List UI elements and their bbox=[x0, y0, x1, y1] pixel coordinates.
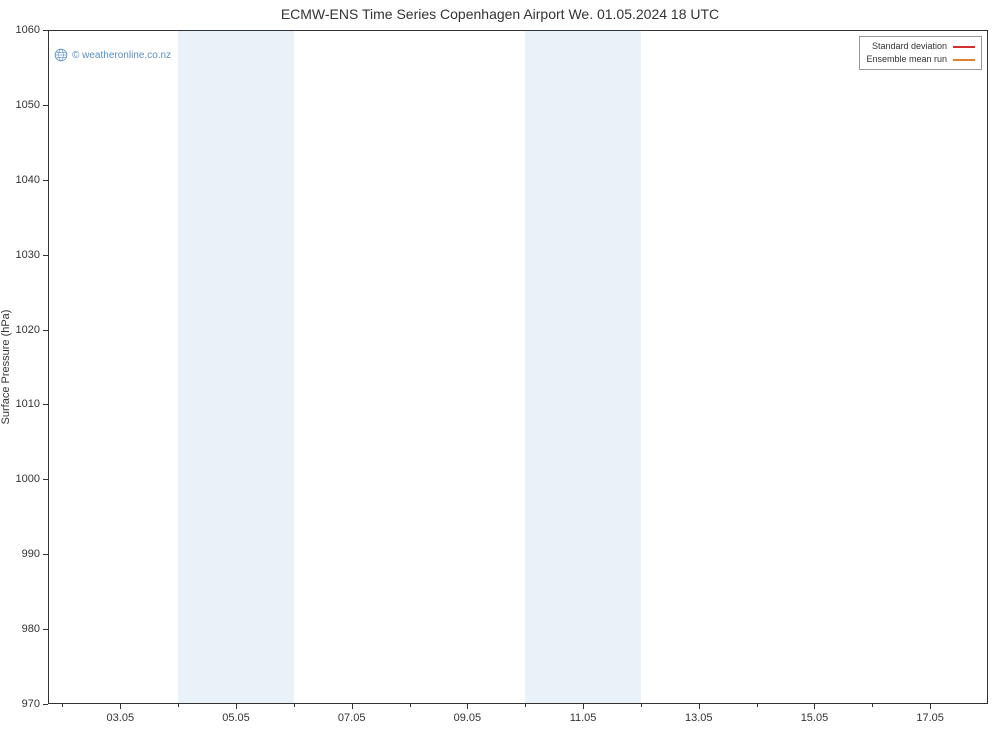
x-tick bbox=[120, 704, 121, 709]
x-minor-tick bbox=[872, 704, 873, 707]
globe-icon bbox=[54, 48, 68, 62]
y-tick bbox=[43, 404, 48, 405]
legend-row: Ensemble mean run bbox=[866, 53, 975, 66]
x-tick-label: 05.05 bbox=[222, 712, 250, 724]
y-tick bbox=[43, 30, 48, 31]
x-tick-label: 11.05 bbox=[570, 712, 597, 724]
x-tick-label: 15.05 bbox=[801, 712, 829, 724]
x-tick-label: 13.05 bbox=[685, 712, 713, 724]
y-tick bbox=[43, 255, 48, 256]
y-tick-label: 1020 bbox=[16, 324, 40, 336]
x-minor-tick bbox=[294, 704, 295, 707]
pressure-chart: ECMW-ENS Time Series Copenhagen Airport … bbox=[0, 0, 1000, 733]
y-tick-label: 1030 bbox=[16, 249, 40, 261]
x-tick-label: 09.05 bbox=[454, 712, 482, 724]
x-tick bbox=[583, 704, 584, 709]
y-tick bbox=[43, 180, 48, 181]
legend-line-icon bbox=[953, 46, 975, 48]
y-tick-label: 1000 bbox=[16, 473, 40, 485]
watermark: © weatheronline.co.nz bbox=[54, 48, 171, 62]
y-tick-label: 1050 bbox=[16, 99, 40, 111]
legend-box: Standard deviationEnsemble mean run bbox=[859, 36, 982, 70]
x-tick bbox=[467, 704, 468, 709]
x-tick-label: 03.05 bbox=[107, 712, 135, 724]
x-tick bbox=[814, 704, 815, 709]
x-minor-tick bbox=[410, 704, 411, 707]
chart-title: ECMW-ENS Time Series Copenhagen Airport … bbox=[0, 6, 1000, 22]
y-tick-label: 1040 bbox=[16, 174, 40, 186]
x-minor-tick bbox=[178, 704, 179, 707]
x-tick-label: 17.05 bbox=[916, 712, 944, 724]
y-tick-label: 1010 bbox=[16, 398, 40, 410]
y-tick-label: 1060 bbox=[16, 24, 40, 36]
x-minor-tick bbox=[757, 704, 758, 707]
legend-label: Standard deviation bbox=[872, 40, 947, 53]
legend-label: Ensemble mean run bbox=[866, 53, 947, 66]
weekend-band bbox=[525, 30, 641, 704]
y-tick bbox=[43, 629, 48, 630]
legend-line-icon bbox=[953, 59, 975, 61]
y-tick bbox=[43, 330, 48, 331]
y-tick-label: 980 bbox=[22, 623, 40, 635]
legend-row: Standard deviation bbox=[866, 40, 975, 53]
x-tick bbox=[699, 704, 700, 709]
x-tick bbox=[236, 704, 237, 709]
y-tick-label: 970 bbox=[22, 698, 40, 710]
x-minor-tick bbox=[525, 704, 526, 707]
x-tick-label: 07.05 bbox=[338, 712, 366, 724]
y-tick bbox=[43, 105, 48, 106]
y-tick-label: 990 bbox=[22, 548, 40, 560]
x-tick bbox=[352, 704, 353, 709]
plot-area: 970980990100010101020103010401050106003.… bbox=[48, 30, 988, 704]
y-tick bbox=[43, 554, 48, 555]
x-minor-tick bbox=[62, 704, 63, 707]
weekend-band bbox=[178, 30, 294, 704]
y-axis-label: Surface Pressure (hPa) bbox=[0, 310, 12, 425]
y-tick bbox=[43, 479, 48, 480]
x-tick bbox=[930, 704, 931, 709]
x-minor-tick bbox=[641, 704, 642, 707]
watermark-text: © weatheronline.co.nz bbox=[72, 50, 171, 61]
y-tick bbox=[43, 704, 48, 705]
